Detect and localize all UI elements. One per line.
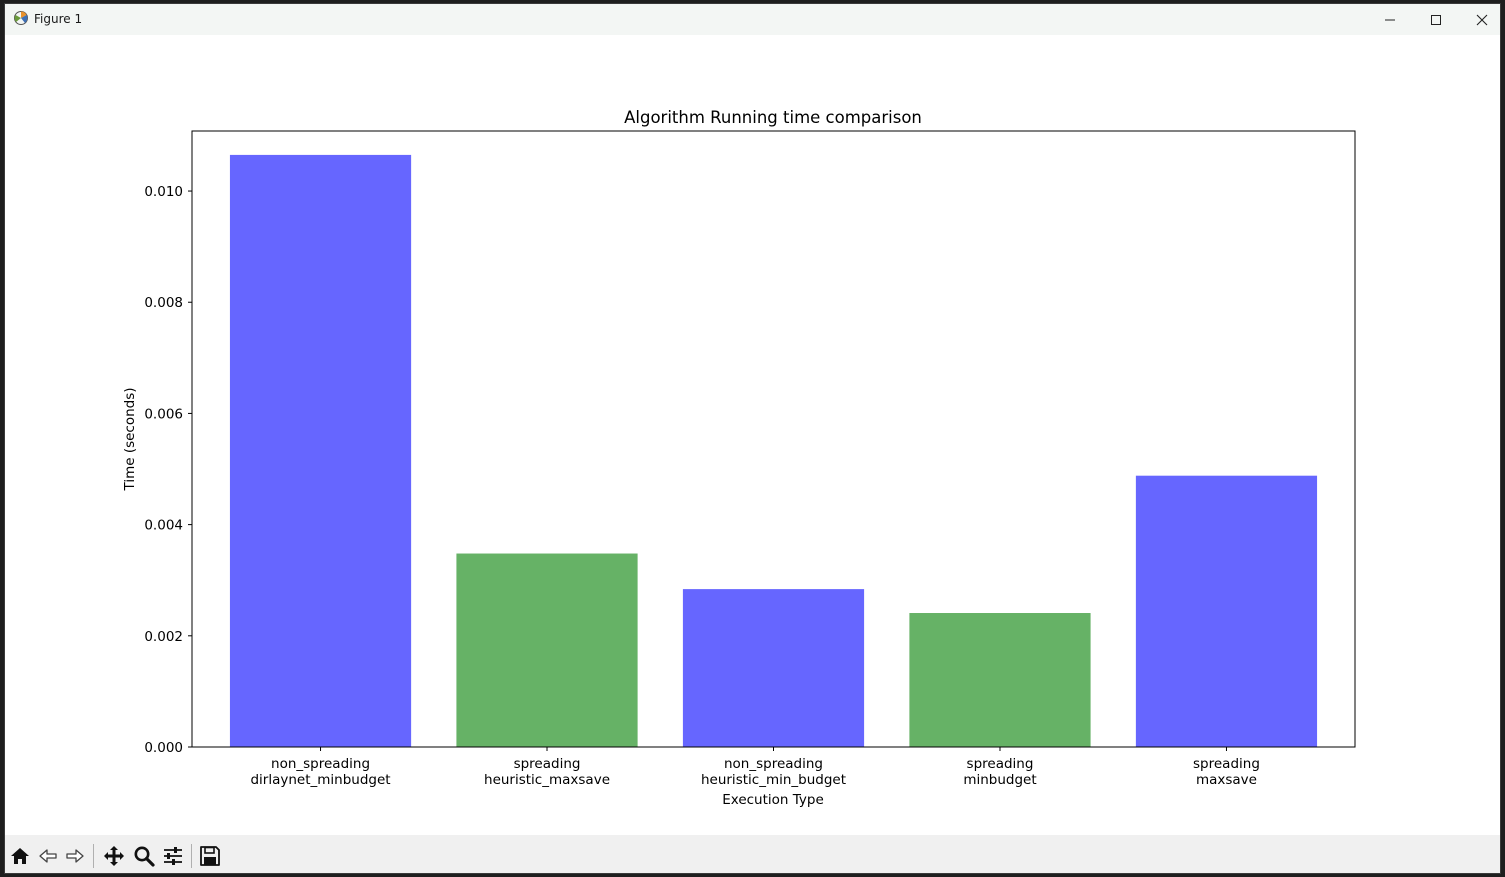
matplotlib-icon: [14, 11, 28, 25]
x-tick-label: spreading: [967, 756, 1034, 772]
window-title: Figure 1: [34, 12, 83, 26]
maximize-icon: [1431, 14, 1441, 25]
y-tick-label: 0.000: [144, 740, 183, 756]
figure-canvas[interactable]: Algorithm Running time comparison 0.000 0…: [5, 35, 1500, 835]
navigation-toolbar: [5, 835, 1500, 873]
bar-1: [456, 553, 638, 747]
chart-title: Algorithm Running time comparison: [624, 108, 922, 127]
save-icon: [200, 846, 220, 866]
y-tick-label: 0.006: [144, 406, 183, 422]
zoom-icon: [134, 846, 155, 867]
minimize-icon: [1385, 19, 1395, 20]
bar-0: [229, 154, 412, 747]
y-tick-label: 0.008: [144, 295, 183, 311]
x-tick-label: minbudget: [963, 772, 1036, 788]
back-icon: [39, 849, 57, 863]
home-icon: [11, 848, 29, 864]
y-tick-label: 0.004: [144, 518, 183, 534]
back-button[interactable]: [35, 843, 61, 869]
y-tick-label: 0.010: [144, 184, 183, 200]
x-axis-label: Execution Type: [722, 792, 824, 808]
x-tick-label: dirlaynet_minbudget: [250, 772, 390, 788]
maximize-button[interactable]: [1413, 4, 1459, 35]
pan-button[interactable]: [101, 843, 127, 869]
minimize-button[interactable]: [1367, 4, 1413, 35]
configure-subplots-icon: [164, 847, 182, 865]
toolbar-separator: [93, 844, 94, 868]
x-tick-label: heuristic_maxsave: [484, 772, 610, 788]
x-tick-label: heuristic_min_budget: [701, 772, 846, 788]
y-tick-label: 0.002: [144, 629, 183, 645]
figure-window: Figure 1 Algorithm Running time comparis…: [4, 3, 1501, 874]
home-button[interactable]: [7, 843, 33, 869]
bar-3: [909, 613, 1091, 747]
configure-subplots-button[interactable]: [160, 843, 186, 869]
toolbar-separator: [191, 844, 192, 868]
x-tick-label: maxsave: [1196, 772, 1257, 788]
save-button[interactable]: [197, 843, 223, 869]
close-button[interactable]: [1459, 4, 1500, 35]
x-tick-label: non_spreading: [724, 756, 823, 772]
bar-chart: Algorithm Running time comparison 0.000 0…: [122, 108, 1356, 808]
x-tick-label: spreading: [1193, 756, 1260, 772]
y-axis-label: Time (seconds): [122, 387, 138, 491]
forward-icon: [66, 849, 84, 863]
zoom-button[interactable]: [131, 843, 157, 869]
pan-icon: [104, 846, 124, 866]
bar-4: [1135, 475, 1318, 747]
x-tick-label: spreading: [514, 756, 581, 772]
close-icon: [1476, 14, 1488, 25]
x-tick-label: non_spreading: [271, 756, 370, 772]
bar-2: [682, 589, 865, 747]
forward-button[interactable]: [62, 843, 88, 869]
title-bar: Figure 1: [5, 4, 1500, 35]
